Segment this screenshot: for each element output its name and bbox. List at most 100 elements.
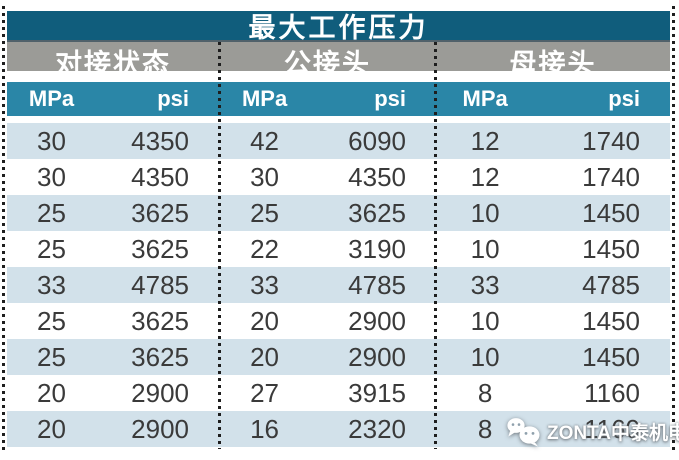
group-header-row: 对接状态 公接头 母接头 — [7, 42, 670, 79]
psi-value: 1740 — [582, 161, 640, 192]
psi-value: 2320 — [348, 413, 406, 444]
mpa-value: 30 — [37, 125, 66, 156]
dotted-border-left — [2, 6, 5, 454]
table-row: 25 3625 25 3625 10 1450 — [7, 195, 670, 231]
group-cell: 10 1450 — [436, 339, 670, 375]
group-cell: 25 3625 — [7, 231, 219, 267]
group-cell: 27 3915 — [219, 375, 436, 411]
group-cell: 30 4350 — [7, 159, 219, 195]
psi-value: 1450 — [582, 197, 640, 228]
group-cell: 33 4785 — [436, 267, 670, 303]
psi-value: 1450 — [582, 305, 640, 336]
psi-value: 4350 — [131, 125, 189, 156]
dotted-border-right — [672, 6, 675, 454]
mpa-value: 30 — [250, 161, 280, 192]
table-row: 25 3625 20 2900 10 1450 — [7, 339, 670, 375]
dotted-separator-1 — [218, 42, 221, 449]
mpa-column-header: MPa — [28, 86, 75, 111]
group-cell: 8 1160 — [436, 411, 670, 447]
mpa-value: 33 — [250, 269, 280, 300]
psi-value: 3190 — [348, 233, 406, 264]
group-cell: 25 3625 — [7, 195, 219, 231]
mpa-value: 25 — [37, 305, 66, 336]
unit-header-group: MPa psi — [219, 82, 436, 116]
psi-column-header: psi — [157, 86, 189, 111]
psi-value: 1450 — [582, 233, 640, 264]
table-row: 25 3625 20 2900 10 1450 — [7, 303, 670, 339]
psi-value: 6090 — [348, 125, 406, 156]
group-cell: 30 4350 — [7, 123, 219, 159]
mpa-value: 22 — [250, 233, 280, 264]
psi-value: 2900 — [348, 305, 406, 336]
group-cell: 25 3625 — [7, 339, 219, 375]
mpa-value: 20 — [37, 413, 66, 444]
unit-header-group: MPa psi — [436, 82, 670, 116]
psi-value: 4350 — [348, 161, 406, 192]
group-cell: 12 1740 — [436, 159, 670, 195]
psi-value: 1160 — [584, 377, 640, 408]
mpa-value: 25 — [37, 197, 66, 228]
mpa-value: 10 — [470, 305, 500, 336]
psi-value: 2900 — [131, 413, 189, 444]
mpa-value: 25 — [250, 197, 280, 228]
mpa-value: 33 — [470, 269, 500, 300]
table-row: 33 4785 33 4785 33 4785 — [7, 267, 670, 303]
table-row: 30 4350 42 6090 12 1740 — [7, 123, 670, 159]
group-cell: 20 2900 — [7, 411, 219, 447]
table-body: 30 4350 42 6090 12 1740 30 4350 30 4350 12 1740 25 36… — [7, 123, 670, 447]
psi-value: 3625 — [131, 305, 189, 336]
watermark: ZONTA中泰机电 — [505, 413, 679, 449]
group-cell: 10 1450 — [436, 303, 670, 339]
mpa-value: 16 — [250, 413, 280, 444]
table-row: 20 2900 27 3915 8 1160 — [7, 375, 670, 411]
psi-value: 3625 — [348, 197, 406, 228]
psi-value: 1450 — [582, 341, 640, 372]
group-cell: 12 1740 — [436, 123, 670, 159]
group-cell: 33 4785 — [7, 267, 219, 303]
mpa-value: 10 — [470, 341, 500, 372]
mpa-value: 25 — [37, 341, 66, 372]
psi-value: 4785 — [582, 269, 640, 300]
mpa-value: 42 — [250, 125, 280, 156]
group-cell: 8 1160 — [436, 375, 670, 411]
mpa-value: 20 — [37, 377, 66, 408]
group-cell: 30 4350 — [219, 159, 436, 195]
psi-value: 1740 — [582, 125, 640, 156]
table-row: 30 4350 30 4350 12 1740 — [7, 159, 670, 195]
psi-value: 2900 — [348, 341, 406, 372]
psi-value: 2900 — [131, 377, 189, 408]
mpa-value: 20 — [250, 341, 280, 372]
unit-header-row: MPa psi MPa psi MPa psi — [7, 82, 670, 116]
group-cell: 20 2900 — [219, 303, 436, 339]
psi-value: 3625 — [131, 197, 189, 228]
mpa-value: 33 — [37, 269, 66, 300]
table-row: 20 2900 16 2320 8 1160 — [7, 411, 670, 447]
group-header-docked: 对接状态 — [55, 49, 171, 79]
psi-value: 4350 — [131, 161, 189, 192]
mpa-value: 12 — [470, 125, 500, 156]
group-cell: 22 3190 — [219, 231, 436, 267]
mpa-value: 8 — [477, 377, 493, 408]
psi-value: 3625 — [131, 233, 189, 264]
psi-value: 3915 — [348, 377, 406, 408]
group-cell: 20 2900 — [7, 375, 219, 411]
unit-header-group: MPa psi — [7, 82, 219, 116]
psi-value: 3625 — [131, 341, 189, 372]
group-cell: 10 1450 — [436, 231, 670, 267]
mpa-value: 10 — [470, 233, 500, 264]
group-cell: 33 4785 — [219, 267, 436, 303]
unit-gap — [7, 116, 670, 123]
group-cell: 20 2900 — [219, 339, 436, 375]
table-row: 25 3625 22 3190 10 1450 — [7, 231, 670, 267]
group-cell: 10 1450 — [436, 195, 670, 231]
table-title: 最大工作压力 — [7, 11, 670, 43]
mpa-value: 20 — [250, 305, 280, 336]
mpa-value: 8 — [477, 413, 493, 444]
wechat-icon — [507, 417, 540, 447]
pressure-table: 最大工作压力 对接状态 公接头 母接头 MPa psi MPa psi MPa … — [2, 6, 679, 454]
group-cell: 42 6090 — [219, 123, 436, 159]
group-cell: 25 3625 — [7, 303, 219, 339]
mpa-value: 10 — [470, 197, 500, 228]
group-cell: 25 3625 — [219, 195, 436, 231]
mpa-column-header: MPa — [241, 86, 288, 111]
